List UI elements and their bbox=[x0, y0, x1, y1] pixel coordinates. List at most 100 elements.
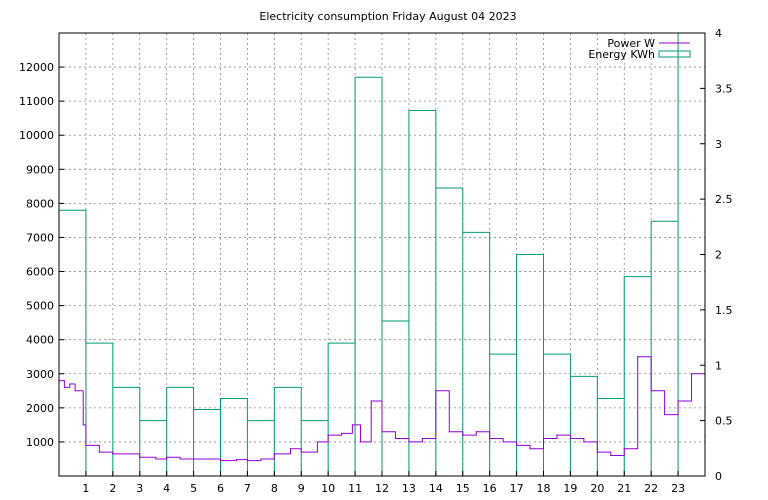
y-tick-label: 6000 bbox=[26, 266, 54, 279]
power-point bbox=[316, 441, 318, 443]
x-tick-label: 6 bbox=[217, 482, 224, 495]
power-point bbox=[69, 383, 71, 385]
power-point bbox=[690, 373, 693, 375]
power-point bbox=[98, 451, 100, 453]
power-point bbox=[327, 434, 329, 436]
power-point bbox=[435, 390, 437, 392]
power-point bbox=[448, 431, 450, 433]
power-point bbox=[623, 448, 625, 450]
energy-bar bbox=[597, 398, 624, 476]
y2-tick-label: 0.5 bbox=[715, 415, 733, 428]
power-point bbox=[219, 460, 222, 462]
power-point bbox=[529, 448, 531, 450]
energy-bar bbox=[651, 221, 678, 476]
x-tick-label: 21 bbox=[617, 482, 631, 495]
energy-bar bbox=[86, 343, 113, 476]
x-tick-label: 19 bbox=[563, 482, 577, 495]
power-point bbox=[359, 441, 362, 443]
power-point bbox=[300, 451, 302, 453]
x-tick-label: 11 bbox=[348, 482, 362, 495]
power-point bbox=[289, 448, 292, 450]
y2-tick-label: 4 bbox=[715, 27, 722, 40]
power-point bbox=[637, 356, 639, 358]
power-point bbox=[236, 459, 238, 461]
x-tick-label: 4 bbox=[163, 482, 170, 495]
x-tick-label: 17 bbox=[510, 482, 524, 495]
y-tick-label: 8000 bbox=[26, 197, 54, 210]
x-tick-label: 22 bbox=[644, 482, 658, 495]
y-tick-label: 9000 bbox=[26, 163, 54, 176]
energy-bar bbox=[328, 343, 355, 476]
x-tick-label: 7 bbox=[244, 482, 251, 495]
x-tick-label: 12 bbox=[375, 482, 389, 495]
power-point bbox=[556, 434, 558, 436]
energy-bar bbox=[544, 354, 571, 476]
energy-bar bbox=[517, 255, 544, 477]
x-tick-label: 10 bbox=[321, 482, 335, 495]
x-tick-label: 3 bbox=[136, 482, 143, 495]
energy-bar bbox=[140, 421, 167, 476]
power-point bbox=[166, 456, 168, 458]
chart-title: Electricity consumption Friday August 04… bbox=[259, 10, 516, 23]
power-point bbox=[74, 390, 76, 392]
x-tick-label: 18 bbox=[537, 482, 551, 495]
power-point bbox=[351, 424, 353, 426]
y2-tick-label: 2.5 bbox=[715, 193, 733, 206]
power-point bbox=[542, 437, 545, 440]
power-point bbox=[341, 432, 343, 435]
energy-bar bbox=[194, 410, 221, 476]
power-point bbox=[370, 400, 372, 402]
power-point bbox=[82, 424, 84, 426]
legend: Power W Energy KWh bbox=[588, 37, 691, 61]
power-point bbox=[139, 456, 141, 458]
y-tick-label: 12000 bbox=[19, 61, 54, 74]
energy-bar bbox=[167, 387, 194, 476]
power-point bbox=[515, 444, 518, 446]
x-tick-label: 16 bbox=[483, 482, 497, 495]
energy-bar bbox=[570, 376, 597, 476]
power-point bbox=[246, 460, 249, 462]
power-point bbox=[112, 453, 114, 455]
legend-power-label: Power W bbox=[607, 37, 655, 50]
y-tick-label: 1000 bbox=[26, 436, 54, 449]
power-point bbox=[394, 437, 397, 440]
power-point bbox=[462, 434, 464, 436]
y2-tick-label: 1.5 bbox=[715, 304, 733, 317]
y-tick-label: 3000 bbox=[26, 368, 54, 381]
power-point bbox=[273, 453, 275, 455]
x-tick-label: 1 bbox=[82, 482, 89, 495]
energy-bar bbox=[382, 321, 409, 476]
y-tick-label: 7000 bbox=[26, 231, 54, 244]
power-point bbox=[502, 441, 504, 443]
x-tick-label: 15 bbox=[456, 482, 470, 495]
x-tick-label: 5 bbox=[190, 482, 197, 495]
power-point bbox=[677, 400, 679, 402]
energy-bar bbox=[274, 387, 301, 476]
energy-bar bbox=[436, 188, 463, 476]
energy-bar bbox=[409, 111, 436, 476]
x-tick-label: 9 bbox=[298, 482, 305, 495]
energy-bar bbox=[490, 354, 517, 476]
y2-tick-label: 3.5 bbox=[715, 82, 733, 95]
y-tick-label: 5000 bbox=[26, 300, 54, 313]
ticks: 1 2 3 4 5 6 7 8 9 10 11 12 13 14 15 16 17 18 19 20 21 22 23100… bbox=[19, 27, 733, 495]
x-tick-label: 20 bbox=[590, 482, 604, 495]
legend-energy-label: Energy KWh bbox=[588, 48, 655, 61]
power-point bbox=[155, 458, 157, 460]
x-tick-label: 8 bbox=[271, 482, 278, 495]
energy-bar bbox=[355, 77, 382, 476]
power-point bbox=[489, 437, 491, 440]
energy-bar bbox=[221, 398, 248, 476]
energy-bar bbox=[463, 232, 490, 476]
y-tick-label: 4000 bbox=[26, 334, 54, 347]
power-point bbox=[596, 451, 598, 453]
x-tick-label: 13 bbox=[402, 482, 416, 495]
power-line bbox=[59, 356, 706, 462]
power-point bbox=[63, 386, 65, 388]
x-tick-label: 2 bbox=[109, 482, 116, 495]
power-point bbox=[664, 414, 666, 416]
power-point bbox=[408, 441, 410, 443]
x-tick-label: 23 bbox=[671, 482, 685, 495]
y-tick-label: 2000 bbox=[26, 402, 54, 415]
